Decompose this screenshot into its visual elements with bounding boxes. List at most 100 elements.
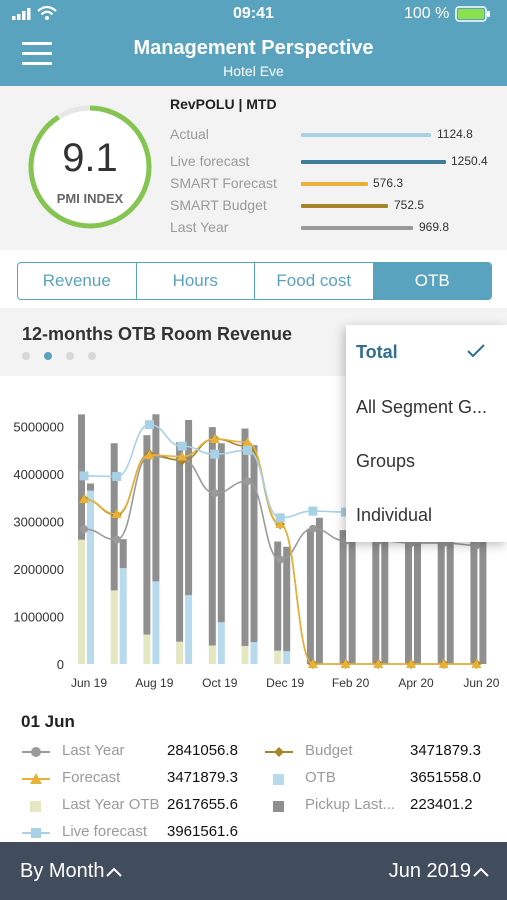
tab-revenue[interactable]: Revenue — [18, 263, 137, 299]
segment-dropdown: Total All Segment G... Groups Individual — [346, 325, 507, 542]
bar-pickup-last-stack — [348, 518, 356, 664]
x-tick-label: Oct 19 — [202, 676, 238, 690]
point-live-forecast — [341, 507, 351, 517]
hamburger-menu-icon[interactable] — [22, 42, 52, 66]
kpi-row-smart-budget: SMART Budget 752.5 — [0, 197, 507, 217]
battery-percent: 100 % — [404, 5, 450, 22]
y-tick-label: 3000000 — [13, 515, 64, 530]
app-header: Management Perspective Hotel Eve — [0, 28, 507, 86]
bar-pickup-last — [241, 428, 249, 646]
x-tick-label: Aug 19 — [135, 676, 173, 690]
bar-pickup-last-stack — [315, 517, 323, 664]
legend-value: 3471879.3 — [410, 742, 481, 759]
dropdown-item-all-segment-groups[interactable]: All Segment G... — [356, 397, 488, 417]
tab-otb[interactable]: OTB — [373, 263, 491, 299]
hotel-name: Hotel Eve — [223, 63, 284, 79]
legend-value: 2841056.8 — [167, 742, 238, 759]
chevron-up-icon — [473, 867, 489, 877]
page-dot[interactable] — [66, 352, 74, 360]
kpi-row-last-year: Last Year 969.8 — [0, 219, 507, 239]
status-bar: 09:41 100 % — [0, 0, 507, 28]
line-diamond-marker-icon — [265, 747, 293, 757]
wifi-icon — [37, 5, 57, 20]
legend-item-otb: OTB 3651558.0 — [265, 769, 490, 789]
bar-pickup-last-stack — [446, 523, 454, 664]
checkmark-icon — [467, 344, 485, 358]
point-live-forecast — [112, 471, 122, 481]
point-last-year — [112, 535, 121, 544]
point-live-forecast — [210, 449, 220, 459]
bottom-bar: By Month Jun 2019 — [0, 842, 507, 900]
point-last-year — [276, 555, 285, 564]
period-mode-selector[interactable]: By Month — [20, 860, 123, 883]
bar-last-year-otb — [241, 645, 249, 664]
legend-value: 3651558.0 — [410, 769, 481, 786]
legend-item-live-forecast: Live forecast 3961561.6 — [22, 823, 247, 843]
legend-name: Last Year — [62, 742, 125, 759]
legend-name: Last Year OTB — [62, 796, 160, 813]
bar-pickup-last-stack — [185, 419, 193, 596]
kpi-panel: 9.1 PMI INDEX RevPOLU | MTD Actual 1124.… — [0, 86, 507, 250]
kpi-bar — [301, 204, 388, 208]
point-last-year — [308, 524, 317, 533]
tab-hours[interactable]: Hours — [137, 263, 255, 299]
chevron-up-icon — [106, 867, 123, 877]
bar-pickup-last-stack — [250, 445, 258, 643]
signal-icon — [12, 8, 31, 20]
period-value-label: Jun 2019 — [388, 860, 471, 882]
legend-name: OTB — [305, 769, 336, 786]
period-mode-label: By Month — [20, 860, 105, 882]
legend-name: Live forecast — [62, 823, 148, 840]
point-live-forecast — [308, 506, 318, 516]
kpi-bar — [301, 160, 446, 164]
kpi-bar — [301, 182, 368, 186]
dropdown-item-individual[interactable]: Individual — [356, 505, 433, 525]
tab-food-cost[interactable]: Food cost — [255, 263, 374, 299]
line-square-marker-icon — [22, 828, 50, 838]
bar-pickup-last — [372, 526, 380, 664]
bar-otb — [87, 490, 94, 664]
y-tick-label: 0 — [57, 657, 64, 672]
point-forecast — [79, 494, 89, 504]
point-live-forecast — [79, 471, 89, 481]
bar-otb — [217, 622, 225, 664]
legend-item-last-year: Last Year 2841056.8 — [22, 742, 247, 762]
kpi-bar — [301, 226, 413, 230]
legend-date: 01 Jun — [21, 712, 75, 731]
page-dot[interactable] — [22, 352, 30, 360]
pmi-index-value: 9.1 — [62, 136, 118, 180]
point-live-forecast — [275, 513, 285, 523]
point-last-year — [80, 525, 88, 534]
dropdown-item-groups[interactable]: Groups — [356, 451, 416, 471]
line-triangle-marker-icon — [22, 773, 50, 784]
bar-last-year-otb — [143, 634, 151, 664]
point-live-forecast — [243, 445, 252, 455]
kpi-label: Live forecast — [170, 153, 250, 169]
kpi-value: 576.3 — [373, 176, 404, 190]
bar-pickup-last-stack — [217, 443, 225, 623]
bar-last-year-otb — [274, 650, 282, 664]
page-dot-active[interactable] — [44, 352, 52, 360]
page-dot[interactable] — [88, 352, 96, 360]
point-forecast — [307, 659, 318, 668]
kpi-title: RevPOLU | MTD — [170, 96, 277, 112]
bar-pickup-last-stack — [152, 414, 160, 582]
point-forecast — [275, 518, 286, 528]
battery-icon — [455, 6, 490, 22]
kpi-value: 752.5 — [394, 198, 425, 212]
square-marker-icon — [273, 774, 284, 785]
pmi-index-label: PMI INDEX — [56, 191, 124, 206]
point-last-year — [243, 477, 252, 486]
legend-value: 2617655.6 — [167, 796, 238, 813]
bar-otb — [119, 568, 127, 664]
legend-value: 223401.2 — [410, 796, 473, 813]
dropdown-item-label: Total — [356, 342, 398, 362]
bar-pickup-last — [405, 531, 412, 664]
point-forecast — [471, 659, 482, 668]
page-title: Management Perspective — [133, 37, 374, 59]
kpi-label: SMART Budget — [170, 197, 267, 213]
period-value-selector[interactable]: Jun 2019 — [389, 860, 489, 883]
bar-otb — [250, 642, 258, 664]
y-tick-label: 2000000 — [13, 562, 64, 577]
